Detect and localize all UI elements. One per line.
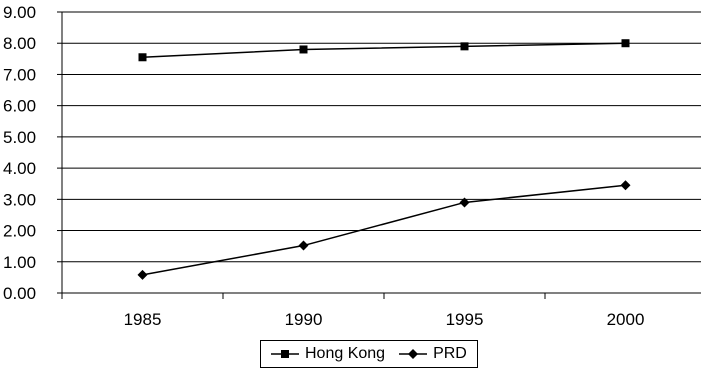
legend: Hong Kong PRD (260, 340, 478, 368)
y-tick-labels: 0.00 1.00 2.00 3.00 4.00 5.00 6.00 7.00 8.00 9.00 (3, 3, 62, 303)
y-tick-label: 4.00 (3, 159, 36, 178)
legend-item-prd: PRD (399, 345, 467, 363)
data-point-prd (298, 240, 309, 251)
x-tick-label: 2000 (607, 310, 645, 329)
data-point-hong-kong (460, 42, 469, 51)
legend-label-hong-kong: Hong Kong (305, 345, 386, 362)
series-line-prd (142, 184, 626, 276)
data-point-hong-kong (138, 53, 147, 62)
x-tick-label: 1995 (446, 310, 484, 329)
x-tick-label: 1990 (285, 310, 323, 329)
x-tick-label: 1985 (124, 310, 162, 329)
data-point-hong-kong (621, 39, 630, 48)
legend-label-prd: PRD (433, 345, 467, 362)
gridlines (62, 11, 701, 263)
series-line-hong-kong (142, 42, 626, 59)
y-tick-label: 1.00 (3, 253, 36, 272)
data-point-hong-kong (299, 45, 308, 54)
y-tick-label: 3.00 (3, 190, 36, 209)
legend-diamond-marker-icon (399, 349, 428, 359)
x-tick-labels: 1985 1990 1995 2000 (61, 293, 645, 329)
data-point-prd (137, 269, 148, 280)
legend-item-hong-kong: Hong Kong (271, 345, 385, 363)
y-tick-label: 0.00 (3, 284, 36, 303)
y-tick-label: 7.00 (3, 65, 36, 84)
series-layer (137, 39, 631, 280)
data-point-prd (459, 197, 470, 208)
data-point-prd (620, 180, 631, 191)
axes (61, 12, 701, 294)
legend-square-marker-icon (271, 350, 299, 358)
y-tick-label: 2.00 (3, 222, 36, 241)
y-tick-label: 5.00 (3, 128, 36, 147)
y-tick-label: 9.00 (3, 3, 36, 22)
y-tick-label: 6.00 (3, 97, 36, 116)
y-tick-label: 8.00 (3, 34, 36, 53)
